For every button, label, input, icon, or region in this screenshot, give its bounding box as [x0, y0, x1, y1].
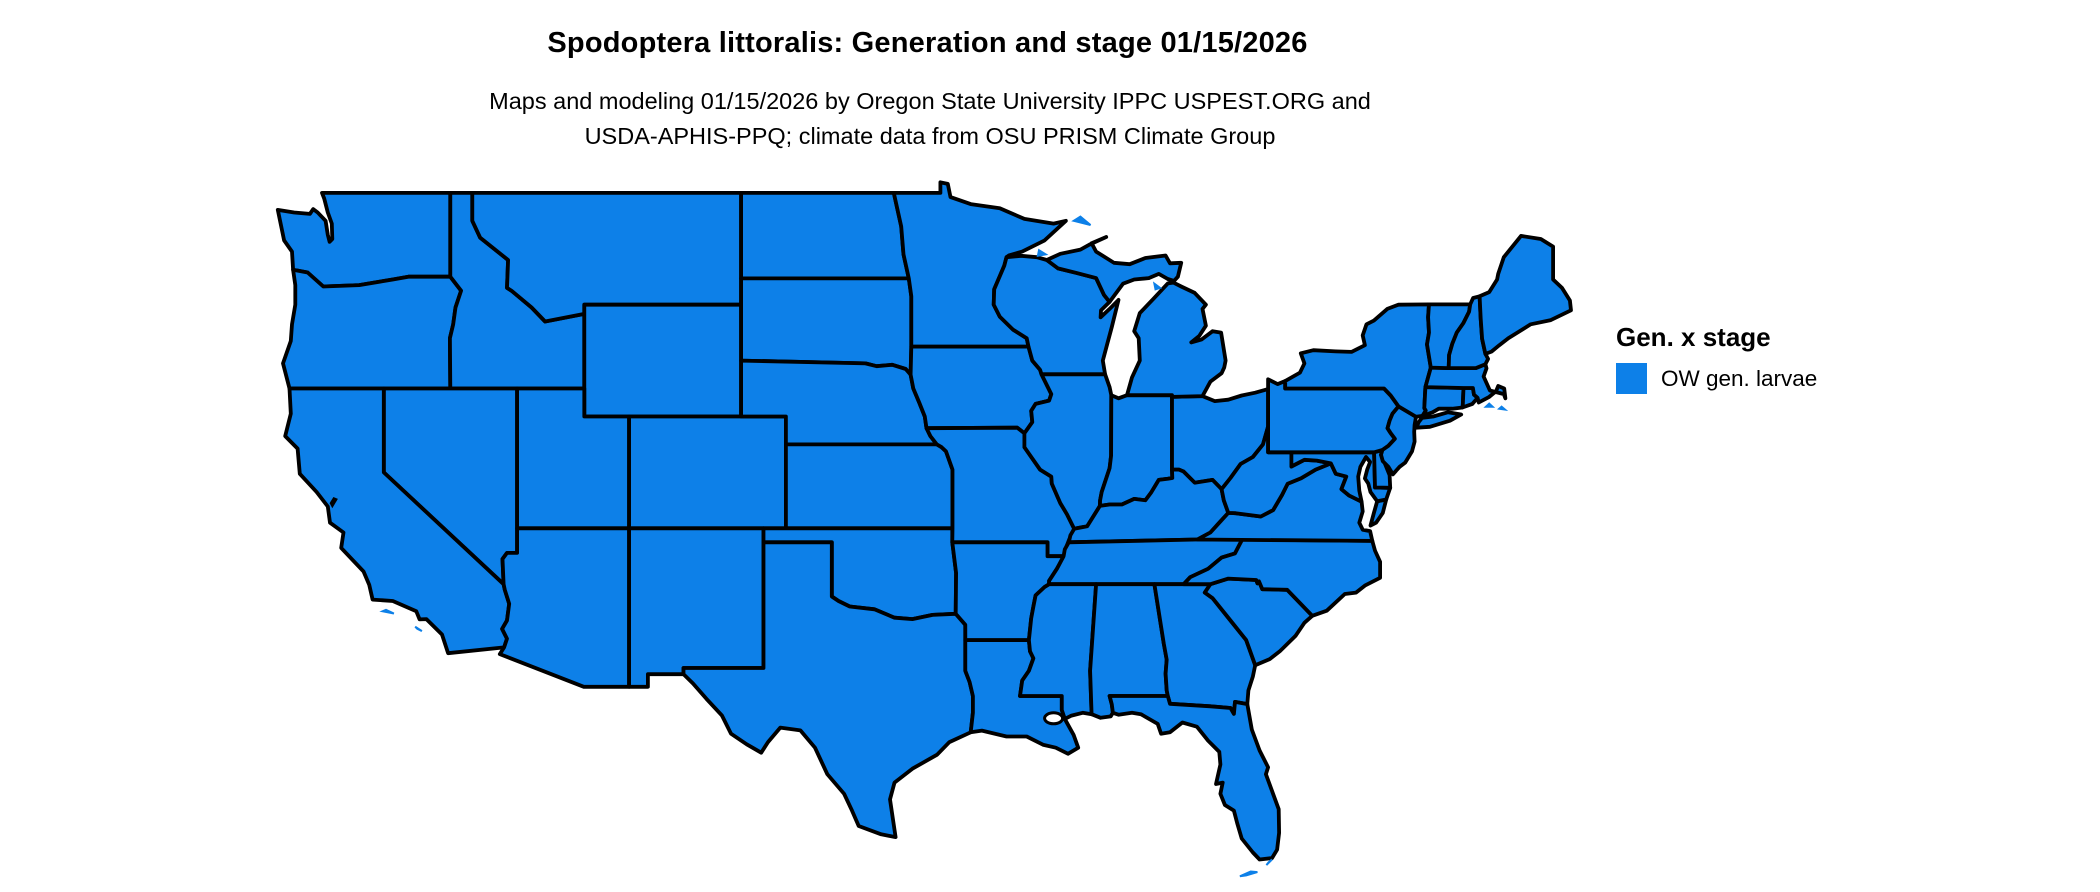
state-nd [739, 191, 911, 281]
minor-islands [329, 215, 1509, 878]
island-2 [1265, 858, 1273, 866]
sf-bay-inlet [329, 497, 338, 509]
state-wy [582, 302, 743, 419]
legend: Gen. x stage OW gen. larvae [1616, 322, 1817, 394]
state-ct [1420, 385, 1466, 418]
subtitle-line-1: Maps and modeling 01/15/2026 by Oregon S… [489, 88, 1371, 114]
island-3 [1239, 870, 1258, 878]
island-7 [1036, 248, 1049, 258]
state-fl [1107, 694, 1281, 862]
state-me [1477, 234, 1573, 356]
map-container [270, 175, 1590, 892]
state-az [497, 526, 631, 689]
legend-item-label: OW gen. larvae [1661, 365, 1818, 391]
legend-title: Gen. x stage [1616, 322, 1771, 352]
state-nc [1181, 537, 1382, 618]
legend-item: OW gen. larvae [1616, 363, 1817, 394]
island-5 [1496, 405, 1509, 411]
state-nj [1379, 404, 1418, 477]
lake-pontchartrain [1043, 711, 1065, 726]
state-md [1289, 450, 1393, 504]
state-co [627, 414, 788, 531]
figure-subtitle: Maps and modeling 01/15/2026 by Oregon S… [0, 84, 1860, 154]
state-nm [627, 526, 766, 689]
us-map [275, 180, 1573, 878]
state-mi [1044, 235, 1228, 399]
state-nh [1446, 294, 1490, 370]
state-shapes [275, 180, 1573, 862]
page-title: Spodoptera littoralis: Generation and st… [547, 27, 1308, 59]
legend-swatch [1616, 363, 1647, 394]
state-ks [784, 442, 955, 531]
state-or [281, 267, 463, 391]
state-tx [681, 540, 975, 839]
island-0 [379, 608, 395, 615]
island-6 [1071, 215, 1092, 226]
island-4 [1483, 402, 1496, 408]
island-1 [414, 625, 423, 632]
subtitle-line-2: USDA-APHIS-PPQ; climate data from OSU PR… [584, 123, 1276, 149]
island-8 [1152, 281, 1163, 291]
